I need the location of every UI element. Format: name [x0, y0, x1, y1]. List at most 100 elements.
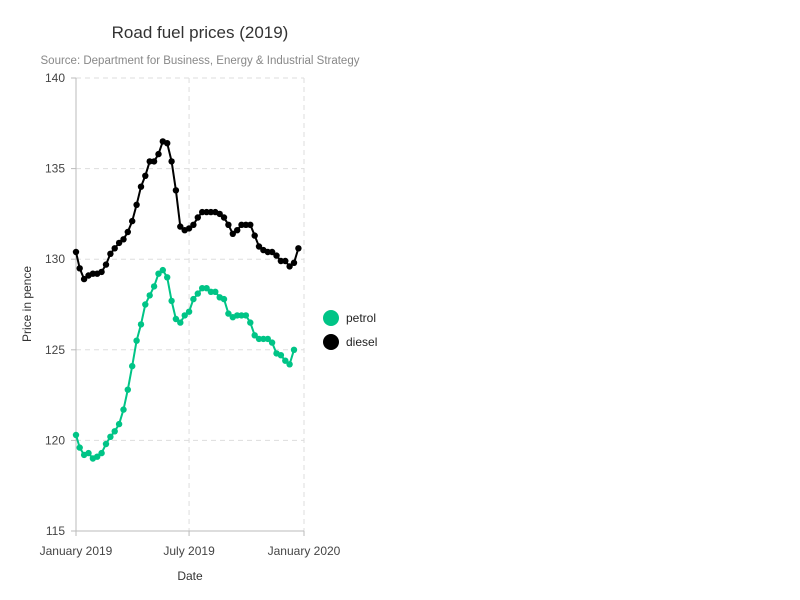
- petrol-point[interactable]: [133, 337, 140, 344]
- diesel-point[interactable]: [133, 201, 140, 208]
- diesel-point[interactable]: [277, 257, 285, 265]
- petrol-point[interactable]: [194, 290, 201, 297]
- diesel-point[interactable]: [216, 210, 223, 218]
- diesel-point[interactable]: [142, 172, 149, 179]
- diesel-point[interactable]: [155, 150, 162, 158]
- diesel-point[interactable]: [229, 230, 236, 237]
- axes: 115 120 125 130 135 140 January 2019 July 2019 J…: [40, 71, 341, 558]
- diesel-point[interactable]: [124, 228, 131, 236]
- petrol-point[interactable]: [185, 308, 193, 315]
- diesel-point[interactable]: [251, 232, 258, 239]
- petrol-point[interactable]: [137, 321, 145, 328]
- diesel-point[interactable]: [172, 187, 180, 194]
- petrol-point[interactable]: [102, 440, 110, 448]
- diesel-point[interactable]: [190, 221, 197, 228]
- diesel-point[interactable]: [111, 245, 118, 252]
- petrol-point[interactable]: [168, 297, 175, 305]
- diesel-point[interactable]: [199, 208, 206, 216]
- diesel-point[interactable]: [76, 265, 83, 272]
- x-tick-label: January 2019: [40, 544, 113, 558]
- diesel-point[interactable]: [150, 158, 158, 165]
- petrol-point[interactable]: [94, 453, 101, 460]
- petrol-point[interactable]: [260, 335, 267, 343]
- petrol-point[interactable]: [120, 406, 127, 413]
- petrol-point[interactable]: [72, 431, 80, 439]
- diesel-point[interactable]: [115, 239, 123, 247]
- diesel-point[interactable]: [290, 259, 298, 266]
- diesel-point[interactable]: [194, 214, 201, 221]
- diesel-point[interactable]: [286, 263, 293, 270]
- diesel-point[interactable]: [247, 221, 254, 228]
- diesel-point[interactable]: [185, 225, 193, 232]
- petrol-point[interactable]: [251, 332, 258, 339]
- petrol-point[interactable]: [129, 362, 136, 370]
- petrol-point[interactable]: [111, 428, 118, 435]
- diesel-point[interactable]: [80, 275, 88, 283]
- series-diesel: [72, 138, 302, 283]
- petrol-point[interactable]: [277, 352, 285, 359]
- petrol-point[interactable]: [181, 312, 188, 319]
- petrol-point[interactable]: [142, 301, 149, 308]
- diesel-point[interactable]: [220, 214, 228, 221]
- petrol-line: [75, 269, 295, 460]
- petrol-point[interactable]: [159, 266, 166, 274]
- petrol-point[interactable]: [124, 386, 131, 393]
- petrol-point[interactable]: [155, 270, 162, 277]
- diesel-point[interactable]: [234, 227, 241, 234]
- diesel-point[interactable]: [72, 248, 80, 256]
- petrol-point[interactable]: [242, 312, 250, 319]
- diesel-point[interactable]: [273, 252, 280, 259]
- diesel-point[interactable]: [146, 158, 153, 165]
- petrol-point[interactable]: [150, 283, 158, 290]
- diesel-point[interactable]: [268, 248, 276, 256]
- diesel-point[interactable]: [238, 221, 245, 228]
- chart-subtitle: Source: Department for Business, Energy …: [41, 55, 360, 67]
- petrol-point[interactable]: [255, 335, 263, 343]
- petrol-point[interactable]: [203, 285, 210, 292]
- y-tick-label: 125: [45, 343, 65, 357]
- petrol-point[interactable]: [264, 335, 271, 343]
- petrol-point[interactable]: [190, 295, 197, 303]
- legend: petrol diesel: [323, 310, 377, 350]
- diesel-point[interactable]: [164, 140, 171, 147]
- petrol-point[interactable]: [282, 357, 289, 364]
- petrol-point[interactable]: [225, 310, 232, 317]
- diesel-point[interactable]: [137, 183, 145, 190]
- petrol-point[interactable]: [212, 288, 219, 295]
- petrol-point[interactable]: [207, 288, 215, 295]
- petrol-point[interactable]: [268, 339, 276, 346]
- petrol-point[interactable]: [286, 361, 293, 368]
- petrol-point[interactable]: [98, 449, 105, 457]
- petrol-point[interactable]: [115, 420, 123, 428]
- diesel-point[interactable]: [102, 261, 110, 268]
- petrol-point[interactable]: [146, 292, 153, 299]
- diesel-point[interactable]: [282, 257, 289, 265]
- diesel-point[interactable]: [295, 245, 302, 252]
- diesel-point[interactable]: [207, 208, 215, 216]
- petrol-point[interactable]: [76, 444, 83, 451]
- diesel-point[interactable]: [177, 223, 184, 230]
- petrol-point[interactable]: [247, 319, 254, 326]
- diesel-point[interactable]: [120, 236, 127, 243]
- diesel-point[interactable]: [98, 268, 105, 276]
- legend-item-petrol[interactable]: petrol: [323, 310, 376, 326]
- diesel-point[interactable]: [255, 243, 263, 250]
- petrol-point[interactable]: [85, 449, 92, 457]
- petrol-point[interactable]: [220, 295, 228, 303]
- diesel-point[interactable]: [107, 250, 114, 257]
- legend-marker: [323, 310, 339, 326]
- petrol-point[interactable]: [238, 312, 245, 319]
- petrol-point[interactable]: [164, 274, 171, 281]
- diesel-point[interactable]: [242, 221, 250, 228]
- petrol-point[interactable]: [107, 433, 114, 440]
- diesel-point[interactable]: [225, 221, 232, 228]
- diesel-point[interactable]: [129, 217, 136, 225]
- petrol-point[interactable]: [172, 315, 180, 323]
- petrol-point[interactable]: [290, 346, 298, 353]
- grid: [76, 77, 305, 531]
- legend-item-diesel[interactable]: diesel: [323, 334, 377, 350]
- y-tick-label: 130: [45, 252, 65, 266]
- diesel-point[interactable]: [168, 158, 175, 165]
- petrol-point[interactable]: [177, 319, 184, 326]
- petrol-point[interactable]: [199, 285, 206, 292]
